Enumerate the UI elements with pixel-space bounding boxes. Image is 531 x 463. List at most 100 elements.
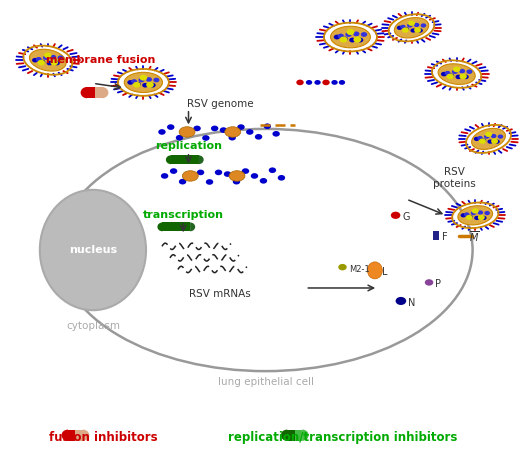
Ellipse shape — [494, 139, 500, 144]
Ellipse shape — [484, 211, 490, 215]
Wedge shape — [166, 155, 171, 164]
Ellipse shape — [395, 18, 429, 38]
Ellipse shape — [146, 77, 152, 82]
Ellipse shape — [421, 23, 426, 28]
Ellipse shape — [242, 168, 249, 174]
Bar — [295, 430, 302, 441]
Wedge shape — [302, 430, 309, 441]
Ellipse shape — [170, 168, 177, 174]
Ellipse shape — [179, 179, 186, 184]
Ellipse shape — [263, 124, 271, 129]
Text: lung epithelial cell: lung epithelial cell — [218, 377, 313, 387]
Ellipse shape — [402, 27, 409, 33]
Ellipse shape — [498, 134, 503, 139]
Ellipse shape — [466, 215, 473, 220]
Ellipse shape — [339, 80, 345, 85]
Text: P: P — [435, 279, 441, 289]
Ellipse shape — [127, 80, 133, 85]
Ellipse shape — [54, 61, 60, 65]
Ellipse shape — [36, 57, 42, 62]
Ellipse shape — [131, 79, 137, 84]
Ellipse shape — [481, 138, 486, 143]
Ellipse shape — [202, 135, 210, 141]
Ellipse shape — [229, 171, 245, 181]
Ellipse shape — [340, 37, 348, 43]
Ellipse shape — [50, 55, 56, 59]
Ellipse shape — [330, 26, 371, 48]
Ellipse shape — [464, 213, 469, 217]
Bar — [287, 430, 295, 441]
Ellipse shape — [38, 60, 45, 65]
Wedge shape — [281, 430, 287, 441]
Ellipse shape — [139, 78, 144, 82]
Ellipse shape — [353, 37, 361, 43]
Ellipse shape — [485, 131, 492, 137]
Bar — [162, 222, 190, 232]
Ellipse shape — [459, 74, 467, 79]
Text: fusion inhibitors: fusion inhibitors — [49, 431, 158, 444]
Text: cytoplasm: cytoplasm — [66, 321, 120, 332]
Ellipse shape — [453, 67, 460, 72]
Ellipse shape — [246, 129, 253, 135]
Ellipse shape — [124, 72, 162, 93]
Ellipse shape — [338, 264, 347, 270]
Ellipse shape — [176, 135, 183, 140]
Ellipse shape — [50, 60, 58, 65]
Text: replication: replication — [155, 141, 222, 151]
Ellipse shape — [272, 131, 280, 137]
Ellipse shape — [467, 215, 473, 219]
Ellipse shape — [296, 80, 304, 85]
Bar — [171, 155, 199, 164]
Ellipse shape — [474, 216, 479, 220]
Ellipse shape — [140, 75, 147, 81]
Ellipse shape — [397, 25, 402, 30]
Ellipse shape — [447, 74, 454, 79]
Ellipse shape — [133, 82, 141, 88]
Ellipse shape — [161, 173, 168, 179]
Ellipse shape — [58, 129, 473, 371]
Wedge shape — [83, 430, 89, 441]
Wedge shape — [81, 87, 87, 98]
Ellipse shape — [215, 169, 222, 175]
Text: M2-1: M2-1 — [349, 264, 370, 274]
Ellipse shape — [57, 56, 64, 60]
Ellipse shape — [471, 211, 476, 215]
Ellipse shape — [269, 168, 276, 173]
Ellipse shape — [32, 58, 38, 63]
Ellipse shape — [472, 128, 506, 150]
Ellipse shape — [466, 69, 473, 74]
Ellipse shape — [179, 127, 195, 137]
Text: membrane fusion: membrane fusion — [46, 55, 156, 65]
Ellipse shape — [220, 127, 227, 133]
Text: L: L — [382, 267, 388, 277]
Wedge shape — [190, 222, 195, 232]
Text: RSV mRNAs: RSV mRNAs — [190, 289, 251, 299]
Ellipse shape — [233, 179, 240, 184]
Ellipse shape — [29, 49, 66, 71]
Ellipse shape — [39, 60, 45, 64]
Ellipse shape — [322, 80, 330, 85]
Ellipse shape — [188, 171, 195, 177]
Ellipse shape — [150, 83, 156, 88]
Ellipse shape — [444, 71, 451, 75]
Ellipse shape — [487, 139, 493, 144]
Ellipse shape — [357, 38, 363, 43]
Ellipse shape — [408, 20, 415, 26]
Ellipse shape — [491, 134, 496, 138]
Wedge shape — [102, 87, 108, 98]
Text: RSV genome: RSV genome — [187, 99, 254, 109]
Ellipse shape — [414, 23, 419, 27]
Ellipse shape — [478, 215, 485, 220]
Ellipse shape — [349, 38, 356, 43]
Ellipse shape — [414, 27, 421, 33]
Ellipse shape — [225, 127, 241, 137]
Ellipse shape — [314, 80, 321, 85]
Wedge shape — [157, 222, 162, 232]
Ellipse shape — [331, 80, 338, 85]
Ellipse shape — [260, 178, 267, 184]
Ellipse shape — [346, 29, 355, 35]
Ellipse shape — [142, 83, 148, 88]
Bar — [95, 87, 102, 98]
Bar — [87, 87, 95, 98]
Text: RSV
proteins: RSV proteins — [433, 168, 475, 189]
